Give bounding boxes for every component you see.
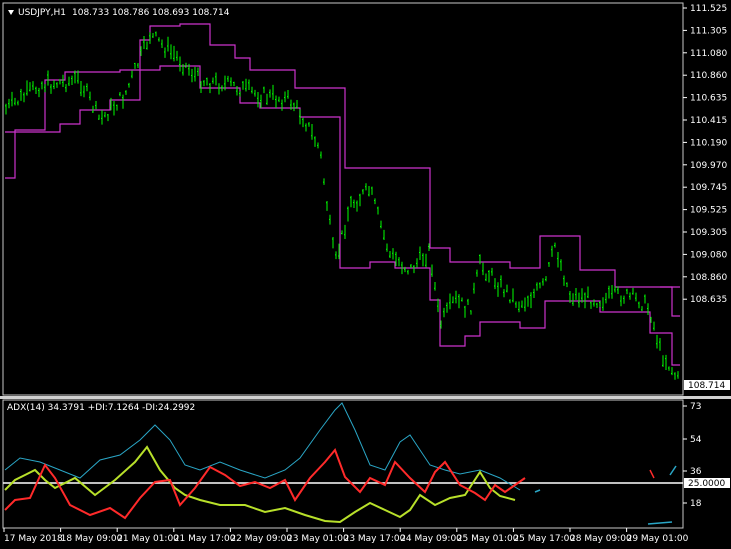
price-tick-label: 109.745 bbox=[690, 183, 727, 193]
indicator-segment bbox=[649, 469, 655, 479]
price-tick-label: 110.860 bbox=[690, 71, 727, 81]
symbol-label: USDJPY,H1 bbox=[18, 8, 66, 18]
indicator-tick-label: 36 bbox=[690, 467, 702, 477]
time-tick-label: 25 May 01:00 bbox=[457, 534, 519, 544]
ohlc-values: 108.733 108.786 108.693 108.714 bbox=[72, 8, 230, 18]
price-channel-lines bbox=[5, 23, 680, 366]
sub-window-frame bbox=[2, 399, 684, 529]
main-price-window[interactable]: USDJPY,H1 108.733 108.786 108.693 108.71… bbox=[2, 2, 730, 396]
time-tick-label: 23 May 01:00 bbox=[287, 534, 349, 544]
minus-di-line bbox=[4, 448, 526, 520]
adx-indicator-window[interactable]: ADX(14) 34.3791 +DI:7.1264 -DI:24.2992 7… bbox=[2, 399, 730, 529]
time-tick-label: 23 May 17:00 bbox=[344, 534, 406, 544]
price-tick-label: 110.415 bbox=[690, 116, 727, 126]
price-tick-label: 111.080 bbox=[690, 49, 727, 59]
main-window-frame bbox=[2, 2, 684, 396]
time-tick-label: 21 May 17:00 bbox=[174, 534, 236, 544]
price-tick-label: 110.190 bbox=[690, 138, 727, 148]
price-tick-label: 109.970 bbox=[690, 161, 727, 171]
window-splitter[interactable] bbox=[0, 396, 731, 399]
channel-tail-line bbox=[660, 286, 680, 317]
price-tick-label: 109.080 bbox=[690, 250, 727, 260]
time-tick-label: 22 May 09:00 bbox=[230, 534, 292, 544]
indicator-segment bbox=[647, 521, 673, 525]
time-tick-label: 17 May 2018 bbox=[4, 534, 63, 544]
price-tick-label: 108.635 bbox=[690, 295, 727, 305]
indicator-segment bbox=[669, 465, 677, 476]
indicator-axis: 73 54 36 18 bbox=[683, 402, 702, 509]
channel-upper-line bbox=[5, 23, 680, 288]
time-tick-label: 24 May 09:00 bbox=[400, 534, 462, 544]
time-tick-label: 29 May 01:00 bbox=[627, 534, 689, 544]
price-tick-label: 110.635 bbox=[690, 94, 727, 104]
price-tick-label: 111.525 bbox=[690, 4, 727, 14]
level-badge bbox=[684, 478, 730, 488]
plus-di-line bbox=[4, 445, 516, 524]
time-tick-label: 25 May 17:00 bbox=[513, 534, 575, 544]
time-tick-label: 28 May 09:00 bbox=[570, 534, 632, 544]
indicator-tick-label: 54 bbox=[690, 435, 702, 445]
indicator-segment bbox=[534, 489, 541, 493]
indicator-tick-label: 73 bbox=[690, 402, 701, 412]
candlesticks bbox=[5, 31, 679, 380]
price-tick-label: 108.860 bbox=[690, 273, 727, 283]
indicator-tick-label: 18 bbox=[690, 499, 702, 509]
price-tick-label: 109.525 bbox=[690, 206, 727, 216]
triangle-down-icon[interactable] bbox=[8, 10, 14, 15]
current-price-label: 108.714 bbox=[688, 381, 725, 391]
price-tick-label: 111.305 bbox=[690, 26, 727, 36]
price-axis: 111.525 111.305 111.080 110.860 110.635 110.4… bbox=[683, 4, 727, 305]
channel-lower-line bbox=[5, 65, 680, 366]
adx-main-line bbox=[4, 402, 521, 491]
time-tick-label: 21 May 01:00 bbox=[117, 534, 179, 544]
price-tick-label: 109.305 bbox=[690, 228, 727, 238]
current-price-badge bbox=[684, 380, 730, 390]
level-label: 25.0000 bbox=[688, 479, 725, 489]
indicator-label: ADX(14) 34.3791 +DI:7.1264 -DI:24.2992 bbox=[7, 403, 195, 413]
time-tick-label: 18 May 09:00 bbox=[61, 534, 123, 544]
